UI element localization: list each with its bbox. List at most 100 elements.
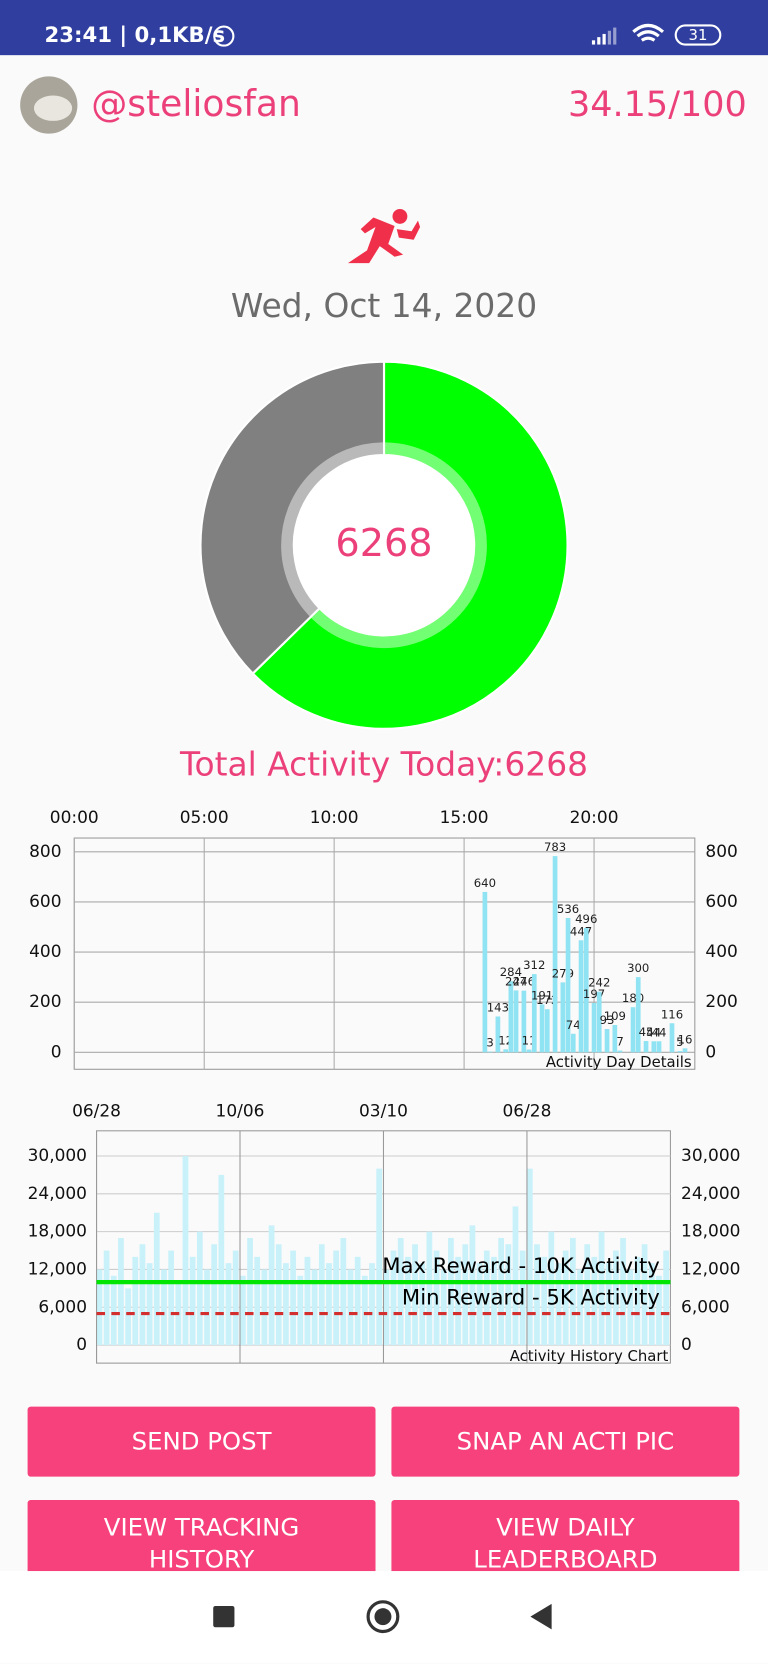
- value-label: 640: [474, 876, 496, 890]
- bar: [218, 1174, 225, 1346]
- bar: [268, 1225, 275, 1346]
- bar: [682, 1048, 688, 1053]
- x-tick-label: 10:00: [310, 808, 359, 828]
- x-tick-label: 06/28: [502, 1102, 551, 1122]
- value-label: 5: [676, 1035, 683, 1049]
- y2-tick-label: 24,000: [681, 1184, 740, 1204]
- x-tick-label: 00:00: [50, 808, 99, 828]
- bar: [560, 982, 566, 1053]
- bar: [139, 1244, 146, 1346]
- bar: [656, 1275, 662, 1346]
- bar: [397, 1237, 404, 1346]
- donut-chart: 6268: [199, 360, 569, 730]
- bar: [577, 1269, 583, 1346]
- avatar-image: [33, 95, 73, 121]
- bar: [548, 1231, 555, 1346]
- activity-day-chart: 00:00 05:00 10:00 15:00 20:00 0 0 200 200 400 400 6…: [29, 808, 738, 1071]
- value-label: 45: [639, 1025, 654, 1039]
- home-button[interactable]: [366, 1600, 400, 1634]
- bar: [225, 1263, 232, 1346]
- bar: [290, 1250, 296, 1346]
- bar: [369, 1263, 375, 1346]
- back-button[interactable]: [530, 1603, 552, 1630]
- bar: [495, 1016, 501, 1053]
- bar: [605, 1263, 612, 1346]
- bar: [503, 1049, 509, 1053]
- x-tick-label: 10/06: [216, 1102, 265, 1122]
- bar: [643, 1041, 649, 1053]
- x-tick-label: 03/10: [359, 1102, 408, 1122]
- value-label: 447: [570, 924, 592, 938]
- bar: [519, 1250, 526, 1346]
- y2-tick-label: 800: [705, 842, 737, 862]
- bar: [469, 1225, 476, 1346]
- button-label: LEADERBOARD: [473, 1544, 657, 1573]
- bar: [598, 1231, 605, 1346]
- action-button[interactable]: [27, 1406, 376, 1477]
- bar: [419, 1263, 426, 1346]
- bar: [617, 1050, 623, 1053]
- bar: [656, 1041, 662, 1053]
- battery-icon: [674, 24, 722, 46]
- bar: [182, 1156, 189, 1346]
- button-label: VIEW TRACKING: [104, 1513, 300, 1542]
- button-label: HISTORY: [149, 1544, 254, 1573]
- bar: [297, 1275, 304, 1346]
- bar: [261, 1269, 268, 1346]
- value-label: 536: [557, 902, 579, 916]
- bar: [196, 1231, 203, 1346]
- value-label: 279: [552, 966, 574, 980]
- x-tick-label: 05:00: [180, 808, 229, 828]
- bar: [627, 1269, 634, 1346]
- bar: [552, 856, 558, 1053]
- bar: [491, 1256, 497, 1346]
- y-tick-label: 18,000: [28, 1222, 87, 1242]
- bar: [521, 990, 527, 1053]
- bar: [254, 1256, 261, 1346]
- bar: [512, 1206, 519, 1346]
- x-tick-label: 15:00: [440, 808, 489, 828]
- bar: [390, 1250, 397, 1346]
- status-text: 23:41 | 0,1KB/s: [45, 23, 226, 48]
- bar: [544, 1009, 550, 1053]
- reference-label: Max Reward - 10K Activity: [382, 1254, 660, 1279]
- bar: [232, 1250, 239, 1346]
- y-tick-label: 12,000: [28, 1259, 87, 1279]
- action-button[interactable]: [391, 1406, 740, 1477]
- y-tick-label: 200: [29, 992, 61, 1012]
- bar: [476, 1263, 483, 1346]
- bar: [531, 974, 537, 1053]
- signal-icon: [591, 27, 617, 45]
- bar: [118, 1237, 124, 1346]
- y-tick-label: 400: [29, 942, 61, 962]
- button-label: SEND POST: [132, 1427, 272, 1456]
- button-label: VIEW DAILY: [496, 1513, 635, 1542]
- bar: [376, 1168, 383, 1346]
- bar: [541, 1256, 548, 1346]
- y2-tick-label: 200: [705, 992, 737, 1012]
- bar: [651, 1041, 657, 1053]
- bar: [583, 928, 589, 1053]
- bar: [153, 1212, 160, 1346]
- wifi-icon: [632, 23, 665, 42]
- bar: [483, 1250, 490, 1346]
- username[interactable]: @steliosfan: [91, 83, 301, 125]
- value-label: 116: [661, 1007, 683, 1021]
- bar: [426, 1231, 433, 1346]
- bar: [604, 1029, 610, 1053]
- bar: [591, 1256, 598, 1346]
- recents-button[interactable]: [213, 1606, 235, 1628]
- bar: [354, 1256, 361, 1346]
- value-label: 312: [523, 958, 545, 972]
- value-label: 3: [486, 1036, 493, 1050]
- activity-history-chart: 0 0 6,000 6,000 12,000 12,000 18,000 18,000 24,0…: [28, 1102, 741, 1365]
- bar: [161, 1269, 167, 1346]
- bar: [168, 1250, 175, 1346]
- bar: [412, 1244, 418, 1346]
- bar: [677, 1051, 683, 1053]
- y2-tick-label: 600: [705, 892, 737, 912]
- bar: [613, 1250, 619, 1346]
- bar: [448, 1237, 454, 1346]
